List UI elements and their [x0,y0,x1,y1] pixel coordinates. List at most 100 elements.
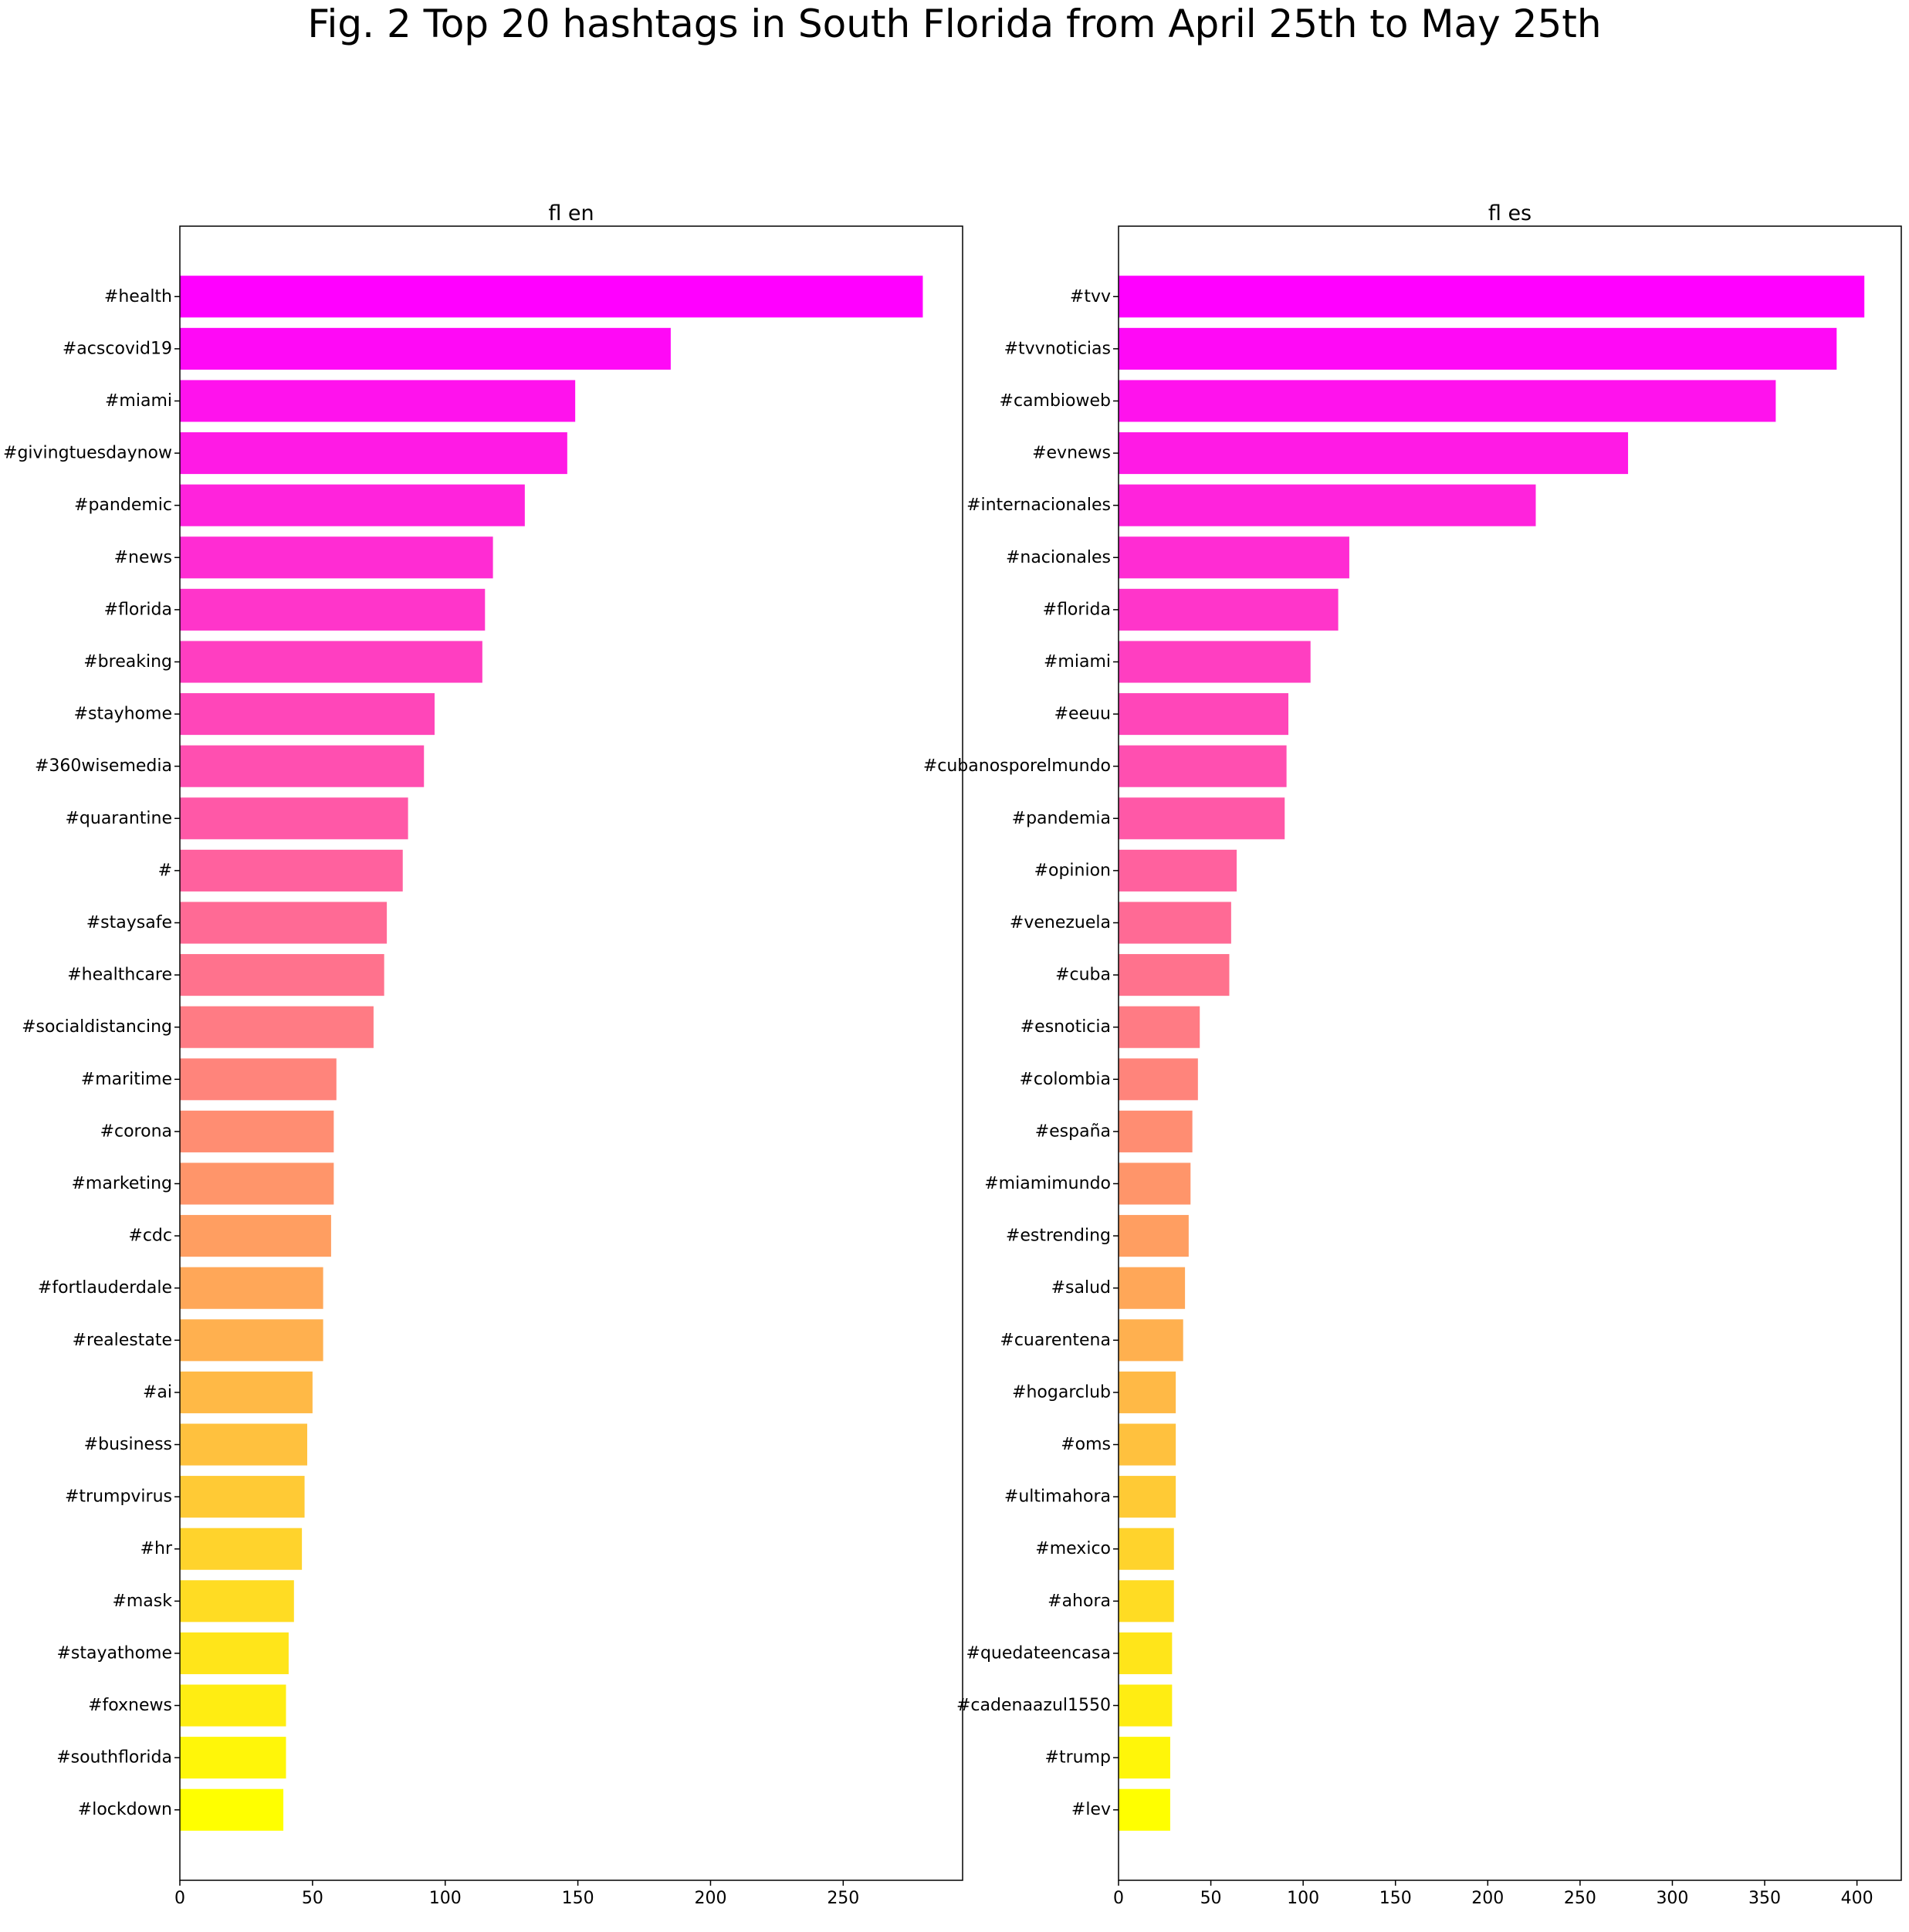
bar-mask [180,1580,294,1622]
axes-frame [1118,225,1902,1881]
y-tick-label-mask: #mask [112,1592,172,1611]
y-tick-label-maritime: #maritime [81,1070,172,1089]
y-tick-label-trumpvirus: #trumpvirus [65,1487,172,1507]
bar-business [180,1423,307,1466]
y-tick-label-opinion: #opinion [1034,861,1111,880]
y-tick-label-nacionales: #nacionales [1006,548,1111,567]
y-tick-label-hogarclub: #hogarclub [1012,1382,1111,1402]
bar-estrending [1119,1215,1189,1257]
y-tick-label-360wisemedia: #360wisemedia [35,756,172,776]
bar-cuarentena [1119,1319,1183,1362]
bar-stayhome [180,693,435,736]
y-tick-label-acscovid19: #acscovid19 [63,339,172,358]
bar-hr [180,1528,303,1570]
y-tick-label-oms: #oms [1061,1435,1111,1454]
bar-acscovid19 [180,327,671,370]
figure-title: Fig. 2 Top 20 hashtags in South Florida … [307,2,1602,46]
bar-staysafe [180,902,388,944]
y-tick-label-quedateencasa: #quedateencasa [966,1643,1111,1663]
bar-tvvnoticias [1119,327,1837,370]
y-tick-label-internacionales: #internacionales [966,496,1111,515]
y-tick-label-pandemic: #pandemic [74,496,172,515]
y-tick-label-tvvnoticias: #tvvnoticias [1004,339,1111,358]
x-tick-label: 50 [1200,1889,1222,1908]
y-tick-label-espana: #españa [1035,1122,1111,1141]
bar-maritime [180,1058,337,1101]
bar-internacionales [1119,484,1536,526]
y-tick-label-marketing: #marketing [71,1174,172,1193]
y-tick-label-health: #health [104,287,172,306]
bar-quarantine [180,797,408,840]
y-tick-label-stayhome: #stayhome [74,705,172,724]
bar-healthcare [180,954,384,996]
y-tick-label-business: #business [84,1435,172,1454]
y-tick-label-lev: #lev [1071,1800,1111,1819]
bar-venezuela [1119,902,1231,944]
y-tick-label-breaking: #breaking [83,652,172,672]
bar-trump [1119,1737,1170,1779]
y-tick-label-staysafe: #staysafe [86,913,172,932]
bar-eeuu [1119,693,1289,736]
bar-360wisemedia [180,745,425,787]
chart-title: fl en [548,201,594,225]
chart-title: fl es [1488,201,1532,225]
y-tick-label-realestate: #realestate [73,1331,172,1350]
bar-miami [180,380,576,422]
y-tick-label-foxnews: #foxnews [88,1696,172,1715]
bar-evnews [1119,432,1629,475]
x-tick-label: 150 [1379,1889,1412,1908]
y-tick-label-miami: #miami [1044,652,1111,672]
y-tick-label-socialdistancing: #socialdistancing [22,1017,172,1037]
bar-hogarclub [1119,1371,1176,1413]
bar-espana [1119,1110,1193,1152]
bar-pandemia [1119,797,1285,840]
bar-salud [1119,1267,1186,1309]
bar-mexico [1119,1528,1174,1570]
y-tick-label-florida: #florida [1043,600,1111,619]
y-tick-label-mexico: #mexico [1035,1539,1111,1558]
bar-cuba [1119,954,1230,996]
y-tick-label-evnews: #evnews [1032,444,1111,463]
bar-stayathome [180,1632,289,1674]
y-tick-label-pandemia: #pandemia [1012,809,1111,828]
bar-nacionales [1119,536,1349,579]
y-tick-label-florida: #florida [104,600,172,619]
bar-opinion [1119,849,1237,892]
y-tick-label-ai: #ai [143,1382,172,1402]
y-tick-label-southflorida: #southflorida [56,1748,172,1768]
bar-hash [180,849,403,892]
bar-colombia [1119,1058,1198,1101]
bar-ahora [1119,1580,1174,1622]
bar-ai [180,1371,313,1413]
bar-cdc [180,1215,331,1257]
x-tick-label: 0 [1113,1889,1124,1908]
y-tick-label-lockdown: #lockdown [78,1800,172,1819]
bar-quedateencasa [1119,1632,1173,1674]
bar-miamimundo [1119,1162,1191,1205]
y-tick-label-esnoticia: #esnoticia [1021,1017,1111,1037]
x-tick-label: 50 [302,1889,323,1908]
y-tick-label-cadenaazul1550: #cadenaazul1550 [956,1696,1111,1715]
y-tick-label-venezuela: #venezuela [1010,913,1111,932]
bar-cadenaazul1550 [1119,1684,1173,1727]
y-tick-label-corona: #corona [100,1122,172,1141]
y-tick-label-estrending: #estrending [1006,1227,1111,1246]
y-tick-label-cuba: #cuba [1055,966,1111,985]
axes-frame [179,225,963,1881]
x-tick-label: 100 [429,1889,462,1908]
y-tick-label-cdc: #cdc [128,1227,172,1246]
chart-panel-fl-es: #tvv #tvvnoticias #cambioweb #evnews #intern… [923,201,1902,1908]
bar-pandemic [180,484,525,526]
y-tick-label-salud: #salud [1051,1278,1111,1298]
bar-cambioweb [1119,380,1776,422]
x-tick-label: 350 [1748,1889,1781,1908]
x-tick-label: 300 [1656,1889,1688,1908]
x-tick-label: 100 [1287,1889,1319,1908]
y-tick-label-hash: # [158,861,172,880]
y-tick-label-miamimundo: #miamimundo [984,1174,1111,1193]
y-tick-label-news: #news [114,548,172,567]
y-tick-label-ultimahora: #ultimahora [1004,1487,1111,1507]
bar-givingtuesdaynow [180,432,567,475]
bar-ultimahora [1119,1476,1176,1518]
